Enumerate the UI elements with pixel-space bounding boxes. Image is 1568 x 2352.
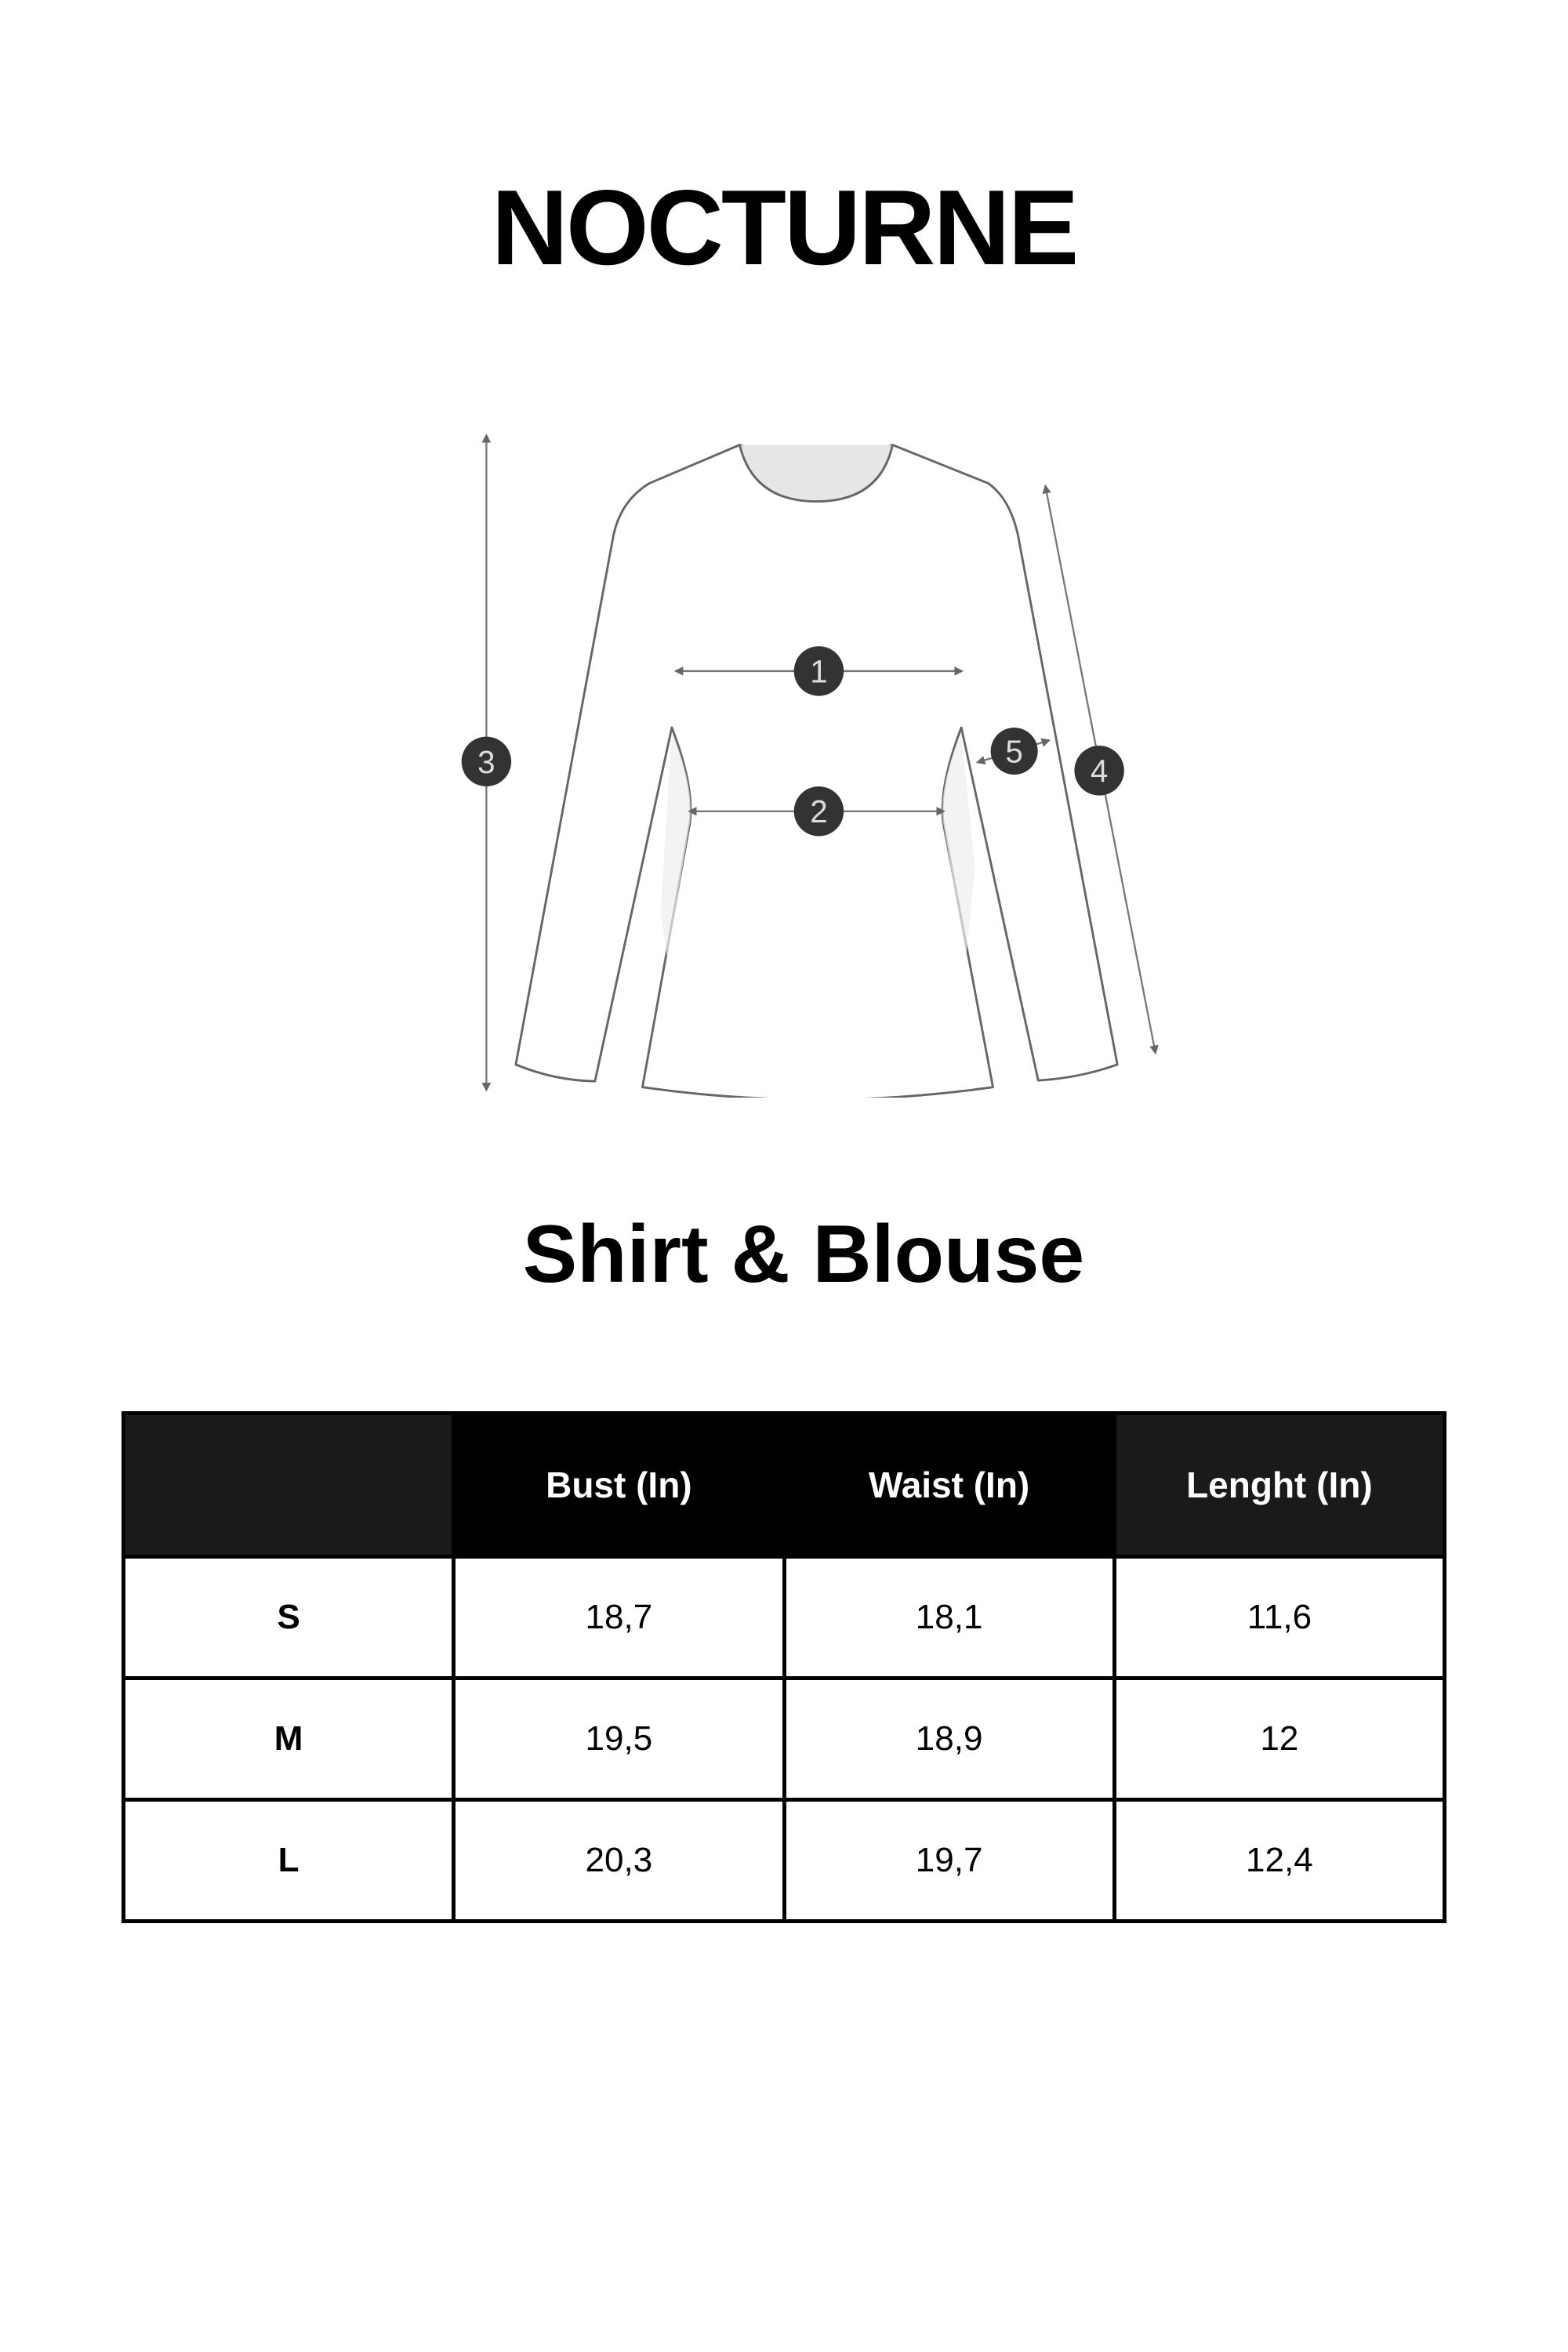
size-cell: M [121,1676,456,1802]
header-size [121,1411,456,1559]
waist-cell: 19,7 [782,1798,1116,1923]
bust-cell: 20,3 [452,1798,786,1923]
brand-logo: NOCTURNE [491,168,1080,287]
waist-cell: 18,1 [782,1555,1116,1680]
marker-1: 1 [793,646,844,696]
svg-text:5: 5 [1005,734,1022,770]
size-cell: L [121,1798,456,1923]
waist-cell: 18,9 [782,1676,1116,1802]
marker-4: 4 [1074,746,1124,796]
marker-3: 3 [461,736,512,787]
size-cell: S [121,1555,456,1680]
shirt-measurement-diagram: 1 2 3 4 5 [461,434,1159,1098]
svg-text:1: 1 [810,653,827,689]
bust-cell: 19,5 [452,1676,786,1802]
length-cell: 12 [1112,1676,1447,1802]
table-row: S 18,7 18,1 11,6 [121,1555,1447,1680]
marker-5: 5 [990,728,1038,775]
product-category-title: Shirt & Blouse [522,1209,1085,1300]
size-chart-table: Bust (In) Waist (In) Lenght (In) S 18,7 … [121,1411,1447,1923]
svg-text:3: 3 [477,744,495,780]
svg-text:2: 2 [810,793,827,829]
table-row: L 20,3 19,7 12,4 [121,1798,1447,1923]
header-length: Lenght (In) [1112,1411,1447,1559]
table-row: M 19,5 18,9 12 [121,1676,1447,1802]
bust-cell: 18,7 [452,1555,786,1680]
header-bust: Bust (In) [452,1411,786,1559]
length-cell: 11,6 [1112,1555,1447,1680]
length-cell: 12,4 [1112,1798,1447,1923]
svg-text:4: 4 [1091,753,1108,789]
header-waist: Waist (In) [782,1411,1116,1559]
table-header-row: Bust (In) Waist (In) Lenght (In) [121,1411,1447,1559]
shirt-outline [514,444,1119,1098]
marker-2: 2 [793,786,844,837]
